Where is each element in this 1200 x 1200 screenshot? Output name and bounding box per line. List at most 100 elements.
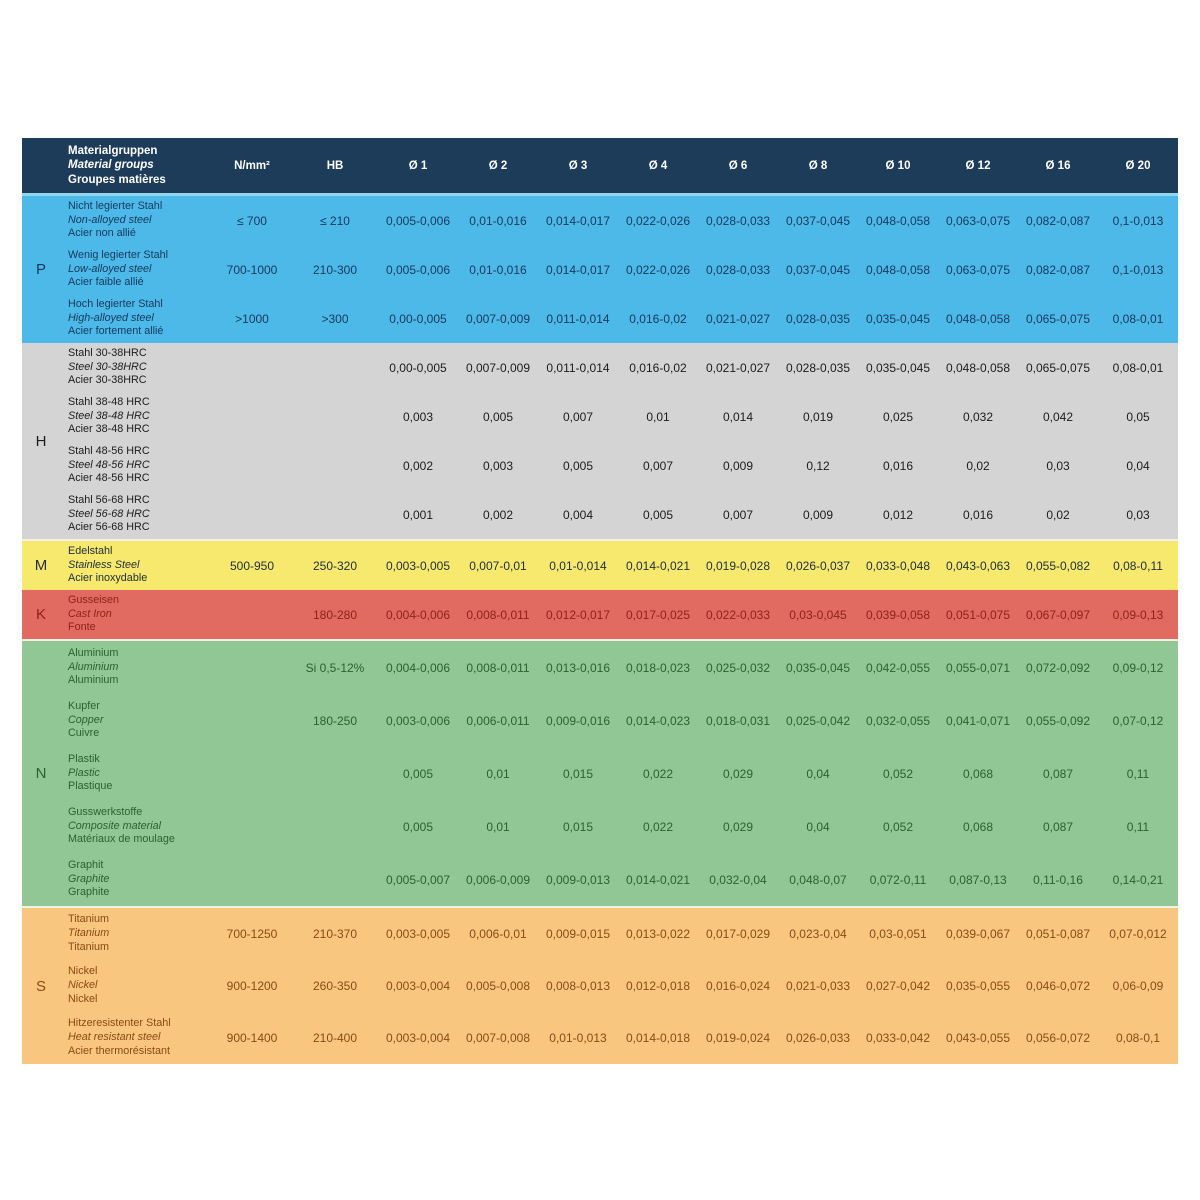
feed-value-cell: 0,002: [402, 458, 434, 473]
feed-value-cell: 0,082-0,087: [1025, 213, 1091, 228]
material-name-line: High-alloyed steel: [68, 311, 154, 324]
material-row: Plastik Plastic Plastique 0,005 0,01 0,015 0,0…: [60, 747, 1178, 800]
feed-value-cell: 0,063-0,075: [945, 213, 1011, 228]
feed-value-cell: 0,048-0,058: [945, 360, 1011, 375]
feed-value-cell: 0,004-0,006: [385, 660, 451, 675]
feed-value-cell: 0,006-0,009: [465, 872, 531, 887]
feed-value-cell: 0,04: [806, 766, 830, 781]
feed-value-cell: 0,037-0,045: [785, 213, 851, 228]
feed-value-cell: 0,01-0,016: [469, 262, 527, 277]
feed-value-cell: 0,013-0,022: [625, 927, 691, 941]
feed-value-cell: 0,009-0,015: [545, 927, 611, 941]
feed-value-cell: 0,018-0,031: [705, 713, 771, 728]
material-name-cell: Nicht legierter Stahl Non-alloyed steel Ac…: [60, 200, 212, 241]
material-name-line: Plastik: [68, 752, 100, 765]
table-header-grid: Materialgruppen Material groups Groupes ma…: [60, 138, 1178, 193]
feed-value-cell: 0,028-0,035: [785, 360, 851, 375]
feed-value-cell: 0,003-0,004: [385, 979, 451, 993]
material-name-line: Steel 38-48 HRC: [68, 409, 150, 422]
material-name-line: Nickel: [68, 992, 98, 1005]
feed-value-cell: 0,1-0,013: [1112, 213, 1164, 228]
material-name-cell: Gusswerkstoffe Composite material Matériau…: [60, 806, 212, 847]
material-name-line: Acier non allié: [68, 227, 136, 240]
material-name-line: Materialgruppen: [68, 144, 158, 157]
material-row-grid: Aluminium Aluminium Aluminium Si 0,5-12% 0,0…: [60, 641, 1178, 694]
material-name-line: Hoch legierter Stahl: [68, 297, 163, 310]
feed-value-cell: 0,035-0,045: [865, 360, 931, 375]
material-name-line: Graphite: [68, 886, 110, 899]
material-row-grid: Kupfer Copper Cuivre 180-250 0,003-0,006 0,00…: [60, 694, 1178, 747]
feed-value-cell: 0,011-0,014: [546, 311, 610, 326]
feed-value-cell: 0,042-0,055: [865, 660, 931, 675]
feed-value-cell: 0,008-0,011: [466, 607, 530, 622]
feed-value-cell: 0,048-0,058: [865, 262, 931, 277]
feed-value-cell: 0,02: [1046, 507, 1070, 522]
table-body: P Nicht legierter Stahl Non-alloyed steel A…: [22, 196, 1178, 1064]
material-name-cell: Aluminium Aluminium Aluminium: [60, 647, 212, 688]
material-name-line: Stahl 30-38HRC: [68, 346, 147, 359]
feed-value-cell: 0,032-0,04: [709, 872, 767, 887]
hb-cell: 250-320: [312, 558, 358, 573]
feed-value-cell: 0,019-0,024: [705, 1031, 771, 1045]
material-name-line: Plastic: [68, 766, 100, 779]
material-name-cell: Gusseisen Cast Iron Fonte: [60, 594, 212, 635]
feed-value-cell: 0,065-0,075: [1025, 360, 1091, 375]
material-row-grid: Hoch legierter Stahl High-alloyed steel Ac…: [60, 294, 1178, 343]
feed-value-cell: 0,029: [722, 819, 754, 834]
material-name-line: Low-alloyed steel: [68, 262, 152, 275]
feed-value-cell: 0,012-0,017: [545, 607, 611, 622]
nmm2-cell: >1000: [235, 311, 269, 326]
feed-value-cell: 0,07-0,012: [1109, 927, 1167, 941]
feed-value-cell: 0,055-0,092: [1025, 713, 1091, 728]
material-group-P: P Nicht legierter Stahl Non-alloyed steel A…: [22, 196, 1178, 343]
feed-value-cell: 0,072-0,11: [869, 872, 927, 887]
feed-value-cell: 0,021-0,033: [785, 979, 851, 993]
group-rows: Stahl 30-38HRC Steel 30-38HRC Acier 30-38H…: [60, 343, 1178, 539]
material-group-M: M Edelstahl Stainless Steel Acier inoxydabl…: [22, 539, 1178, 590]
material-name-line: Acier fortement allié: [68, 325, 164, 338]
material-name-line: Steel 48-56 HRC: [68, 458, 150, 471]
feed-value-cell: 0,008-0,011: [466, 660, 530, 675]
feed-value-cell: 0,025-0,042: [785, 713, 851, 728]
group-letter-M: M: [34, 557, 48, 574]
feed-value-cell: 0,03-0,051: [869, 927, 927, 941]
header-column-label: HB: [326, 159, 344, 172]
feed-value-cell: 0,027-0,042: [865, 979, 931, 993]
feed-value-cell: 0,016-0,02: [629, 311, 687, 326]
feed-value-cell: 0,022-0,033: [705, 607, 771, 622]
feed-value-cell: 0,016: [882, 458, 914, 473]
header-column-label: N/mm²: [234, 159, 270, 172]
material-name-line: Composite material: [68, 819, 162, 832]
feed-value-cell: 0,007-0,008: [465, 1031, 531, 1045]
group-letter-H: H: [35, 432, 47, 450]
feed-value-cell: 0,019-0,028: [705, 558, 771, 573]
material-name-line: Stahl 48-56 HRC: [68, 444, 150, 457]
feed-value-cell: 0,00-0,005: [389, 360, 447, 375]
feed-value-cell: 0,09-0,12: [1112, 660, 1164, 675]
nmm2-cell: 900-1200: [226, 979, 278, 993]
material-row: Aluminium Aluminium Aluminium Si 0,5-12% 0,0…: [60, 641, 1178, 694]
material-name-cell: Graphit Graphite Graphite: [60, 859, 212, 900]
feed-value-cell: 0,003-0,004: [385, 1031, 451, 1045]
feed-value-cell: 0,067-0,097: [1025, 607, 1091, 622]
feed-value-cell: 0,035-0,045: [785, 660, 851, 675]
feed-value-cell: 0,03: [1126, 507, 1150, 522]
feed-value-cell: 0,004: [562, 507, 594, 522]
material-row: Gusseisen Cast Iron Fonte 180-280 0,004-0,00…: [60, 590, 1178, 639]
material-row: Kupfer Copper Cuivre 180-250 0,003-0,006 0,00…: [60, 694, 1178, 747]
group-letter-S: S: [35, 977, 46, 995]
feed-value-cell: 0,03: [1046, 458, 1070, 473]
feed-value-cell: 0,005: [402, 819, 434, 834]
material-name-line: Acier 30-38HRC: [68, 374, 147, 387]
feed-value-cell: 0,052: [882, 766, 914, 781]
material-row: Stahl 48-56 HRC Steel 48-56 HRC Acier 48-5…: [60, 441, 1178, 490]
material-name-line: Edelstahl: [68, 544, 113, 557]
feed-value-cell: 0,014-0,018: [625, 1031, 691, 1045]
feed-value-cell: 0,04: [1126, 458, 1150, 473]
feed-value-cell: 0,051-0,075: [945, 607, 1011, 622]
feed-value-cell: 0,056-0,072: [1025, 1031, 1091, 1045]
material-name-line: Copper: [68, 713, 104, 726]
feed-value-cell: 0,001: [402, 507, 434, 522]
material-name-line: Kupfer: [68, 699, 100, 712]
feed-value-cell: 0,048-0,07: [789, 872, 847, 887]
